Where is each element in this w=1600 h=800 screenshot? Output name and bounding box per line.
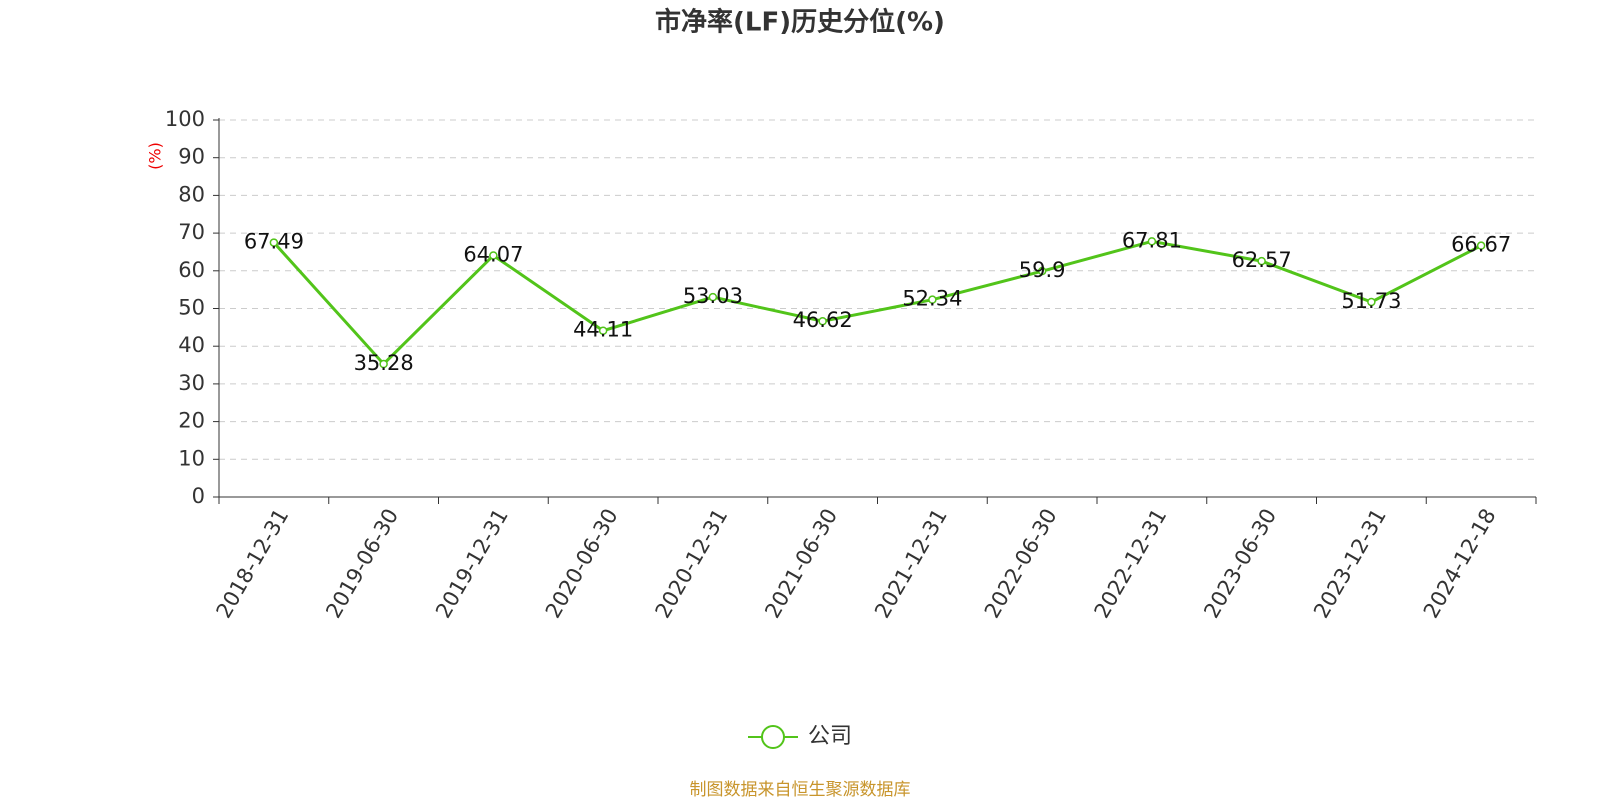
- y-tick-label: 10: [178, 446, 205, 470]
- y-tick-label: 80: [178, 182, 205, 206]
- y-tick-label: 40: [178, 333, 205, 357]
- point: [269, 238, 279, 247]
- y-tick-label: 20: [178, 409, 205, 433]
- x-tick-label: 2022-12-31: [1090, 505, 1172, 623]
- y-axis-label: (%): [146, 142, 165, 170]
- y-tick-label: 30: [178, 371, 205, 395]
- point: [489, 251, 498, 260]
- point: [1147, 237, 1157, 246]
- x-tick-label: 2021-12-31: [870, 505, 952, 623]
- x-tick-label: 2018-12-31: [212, 505, 294, 623]
- data-label: 44.11: [573, 318, 633, 342]
- point: [1037, 266, 1047, 276]
- point: [1367, 297, 1376, 307]
- source-note: 制图数据来自恒生聚源数据库: [690, 780, 911, 800]
- x-tick-label: 2024-12-18: [1419, 505, 1501, 623]
- y-tick-label: 0: [192, 484, 205, 508]
- chart-title: 市净率(LF)历史分位(%): [655, 7, 945, 38]
- x-tick-label: 2019-06-30: [321, 505, 403, 623]
- data-label: 67.49: [244, 230, 304, 254]
- data-label: 51.73: [1341, 289, 1401, 313]
- data-label: 52.34: [902, 287, 962, 311]
- point: [1476, 241, 1486, 250]
- x-tick-label: 2023-06-30: [1199, 505, 1281, 623]
- x-tick-label: 2020-06-30: [541, 505, 623, 623]
- x-tick-label: 2020-12-31: [651, 505, 733, 623]
- data-label: 64.07: [463, 242, 523, 266]
- data-label: 46.62: [793, 308, 853, 332]
- y-tick-label: 90: [178, 145, 205, 169]
- data-label: 66.67: [1451, 233, 1511, 257]
- legend-marker: [761, 725, 785, 749]
- point: [928, 295, 937, 304]
- y-tick-label: 60: [178, 258, 205, 282]
- point: [708, 292, 718, 302]
- y-tick-label: 100: [165, 107, 205, 131]
- data-label: 67.81: [1122, 228, 1182, 252]
- point: [379, 359, 388, 369]
- data-label: 59.9: [1019, 258, 1066, 282]
- x-tick-label: 2021-06-30: [760, 505, 842, 623]
- y-tick-label: 50: [178, 296, 205, 320]
- x-tick-label: 2019-12-31: [431, 505, 513, 623]
- point: [598, 326, 608, 335]
- data-label: 53.03: [683, 284, 743, 308]
- line: [272, 239, 1482, 367]
- point: [818, 316, 827, 326]
- y-tick-label: 70: [178, 220, 205, 244]
- x-tick-label: 2022-06-30: [980, 505, 1062, 623]
- point: [1257, 256, 1266, 266]
- data-label: 35.28: [354, 351, 414, 375]
- legend-label: 公司: [808, 724, 852, 749]
- x-tick-label: 2023-12-31: [1309, 505, 1391, 623]
- data-label: 62.57: [1232, 248, 1292, 272]
